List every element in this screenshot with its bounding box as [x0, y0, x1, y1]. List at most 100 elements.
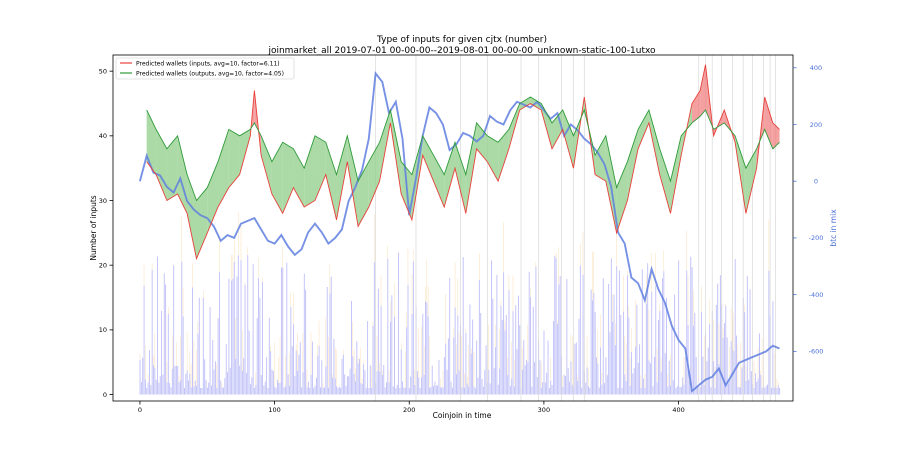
count-bar-extra: [468, 344, 469, 387]
count-bar-extra: [193, 340, 195, 387]
count-bar: [264, 381, 266, 395]
count-bar: [777, 385, 779, 395]
y-tick-label: 50: [99, 67, 107, 75]
count-bar-extra: [426, 259, 428, 303]
count-bar-extra: [400, 343, 402, 350]
count-bar: [503, 272, 505, 395]
count-bar: [606, 375, 608, 395]
count-bar: [220, 380, 222, 395]
count-bar-extra: [693, 289, 694, 326]
count-bar: [286, 262, 288, 395]
count-bar: [604, 383, 606, 395]
count-bar: [259, 297, 261, 395]
count-bar: [278, 382, 280, 395]
count-bar: [217, 318, 219, 395]
count-bar: [441, 387, 443, 395]
band-segment-outputs-above: [358, 161, 369, 227]
count-bar: [587, 386, 589, 395]
x-tick-label: 0: [138, 406, 142, 414]
count-bar: [582, 274, 584, 395]
count-bar: [565, 376, 566, 395]
count-bar: [163, 273, 165, 395]
count-bar-extra: [656, 348, 658, 383]
count-bar-extra: [703, 336, 705, 385]
count-bar: [605, 357, 607, 395]
count-bar: [149, 350, 150, 395]
count-bar: [664, 353, 666, 395]
count-bar: [239, 365, 241, 395]
count-bar-extra: [635, 299, 636, 347]
count-bar: [225, 343, 227, 395]
y-tick-label: 40: [99, 132, 107, 140]
count-bar: [194, 380, 196, 395]
count-bar: [765, 385, 767, 395]
count-bar: [433, 386, 435, 395]
count-bar: [254, 387, 255, 395]
count-bar: [746, 276, 748, 395]
count-bar: [140, 381, 142, 395]
count-bar-extra: [216, 364, 217, 389]
count-bar: [241, 370, 243, 395]
count-bar: [449, 277, 451, 395]
count-bar: [703, 384, 705, 395]
count-bar: [570, 361, 572, 395]
count-bar: [224, 378, 226, 395]
count-bar: [678, 260, 680, 395]
count-bar-extra: [555, 252, 557, 259]
count-bar-extra: [456, 344, 457, 375]
count-bar: [367, 321, 369, 395]
count-bar: [371, 388, 373, 395]
count-bar: [403, 387, 405, 395]
y-tick-label: 30: [99, 197, 107, 205]
count-bar: [754, 373, 756, 395]
band-segment-outputs-above: [207, 161, 219, 233]
count-bar: [324, 387, 325, 395]
count-bar: [206, 387, 208, 395]
count-bar-extra: [562, 375, 564, 388]
count-bar-extra: [232, 254, 234, 279]
count-bar: [527, 362, 529, 395]
count-bar: [383, 364, 385, 395]
count-bar: [645, 303, 647, 395]
y-axis-ticks: 0 10 20 30 40 50: [99, 67, 113, 399]
count-bar-extra: [580, 243, 581, 266]
count-bar: [521, 369, 523, 395]
count-bar: [350, 301, 352, 395]
count-bar: [670, 385, 672, 395]
count-bar: [719, 275, 721, 395]
count-bar: [368, 388, 370, 395]
count-bar: [575, 342, 577, 395]
count-bar-extra: [357, 357, 359, 364]
count-bar-extra: [293, 292, 294, 325]
count-bar: [373, 262, 375, 395]
count-bar: [723, 323, 725, 395]
count-bar: [477, 377, 479, 395]
count-bar: [414, 385, 416, 395]
count-bar-extra: [453, 327, 454, 338]
count-bar: [468, 386, 470, 395]
count-bar-extra: [139, 353, 141, 360]
count-bar: [579, 265, 581, 395]
count-bar-extra: [440, 377, 441, 388]
count-bar: [326, 286, 328, 395]
count-bar: [270, 351, 272, 395]
count-bar: [707, 347, 709, 395]
count-bar: [169, 383, 171, 395]
count-bar: [609, 332, 611, 395]
count-bar: [291, 346, 293, 395]
count-bar-extra: [777, 382, 779, 386]
count-bar: [773, 387, 775, 395]
count-bar-extra: [466, 376, 468, 384]
count-bar: [740, 387, 742, 395]
y2-tick-label: 200: [810, 121, 822, 129]
count-bar: [758, 333, 760, 395]
count-bar: [363, 364, 365, 395]
count-bar: [213, 369, 215, 395]
count-bar: [569, 381, 571, 395]
count-bar: [596, 357, 597, 395]
count-bar-extra: [242, 330, 243, 371]
count-bar-extra: [328, 336, 329, 389]
count-bar-extra: [380, 275, 382, 306]
count-bar: [359, 358, 360, 395]
count-bar-extra: [514, 360, 515, 387]
